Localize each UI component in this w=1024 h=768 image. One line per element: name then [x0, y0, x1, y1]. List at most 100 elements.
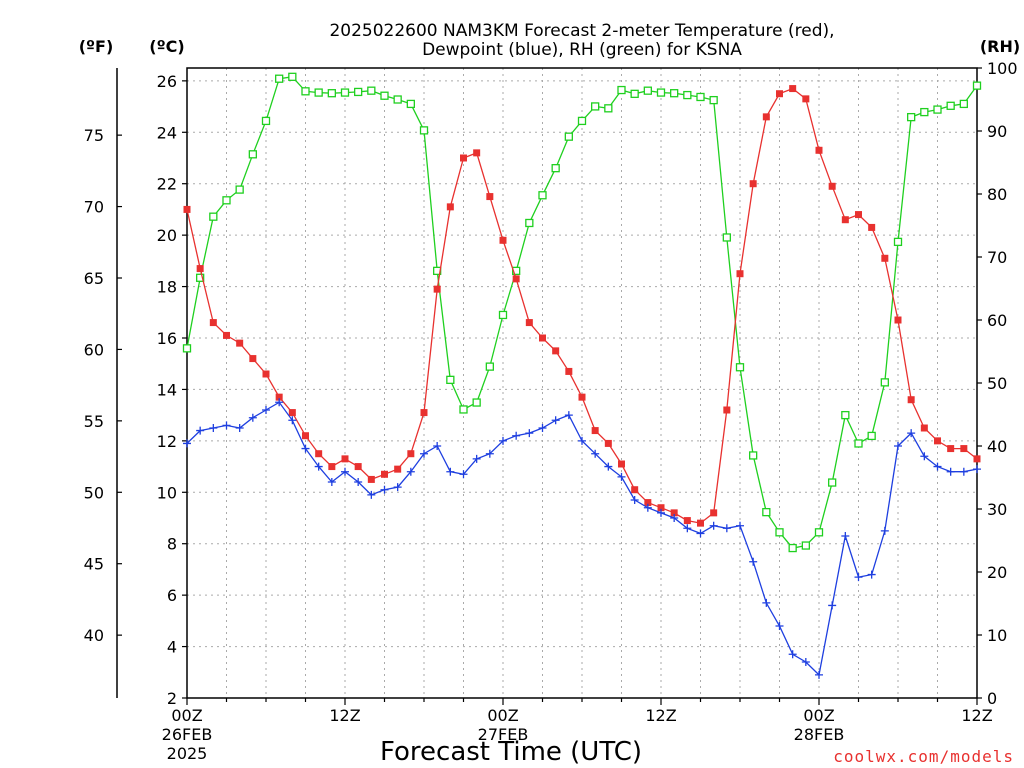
- rh-point: [933, 105, 942, 114]
- temperature-point: [302, 432, 309, 440]
- rh-tick-label: 50: [987, 374, 1007, 393]
- temperature-point: [710, 509, 718, 517]
- dewpoint-point: [643, 503, 652, 512]
- temperature-point: [591, 427, 599, 435]
- dewpoint-point: [880, 526, 889, 535]
- dewpoint-point: [196, 426, 205, 435]
- temperature-point: [960, 445, 968, 453]
- dewpoint-point: [828, 601, 837, 610]
- temperature-point: [394, 465, 402, 473]
- chart-title-line-1: 2025022600 NAM3KM Forecast 2-meter Tempe…: [329, 21, 834, 41]
- temperature-point: [723, 406, 731, 414]
- rh-point: [762, 507, 771, 517]
- temperature-point: [341, 455, 349, 463]
- dewpoint-point: [604, 462, 613, 471]
- dewpoint-point: [749, 557, 758, 566]
- fahrenheit-tick-label: 50: [84, 483, 104, 502]
- dewpoint-point: [894, 442, 902, 450]
- temperature-point: [367, 475, 375, 483]
- temperature-point: [789, 85, 797, 93]
- rh-point: [828, 478, 837, 487]
- rh-point: [775, 528, 784, 537]
- rh-point: [972, 81, 982, 90]
- dewpoint-point: [657, 508, 665, 517]
- temperature-point: [618, 460, 625, 468]
- temperature-point: [604, 439, 612, 447]
- dewpoint-point: [314, 462, 323, 471]
- rh-point: [696, 92, 705, 102]
- rh-point: [841, 410, 850, 420]
- rh-point: [591, 102, 600, 111]
- dewpoint-point: [815, 670, 823, 679]
- temperature-point: [644, 499, 652, 507]
- dewpoint-point: [512, 431, 521, 440]
- temperature-point: [209, 319, 217, 327]
- dewpoint-point: [591, 449, 600, 458]
- rh-tick-label: 30: [987, 500, 1007, 519]
- temperature-point: [196, 265, 204, 273]
- temperature-point: [525, 319, 533, 327]
- celsius-tick-label: 22: [157, 175, 177, 194]
- dewpoint-point: [907, 429, 916, 438]
- temperature-point: [275, 393, 283, 401]
- rh-point: [617, 85, 626, 95]
- rh-point: [340, 88, 350, 97]
- fahrenheit-tick-label: 45: [84, 555, 104, 574]
- rh-point: [643, 86, 652, 95]
- temperature-point: [855, 211, 862, 219]
- temperature-point: [407, 450, 415, 458]
- rh-point: [354, 87, 363, 97]
- rh-tick-label: 40: [987, 437, 1007, 456]
- rh-tick-label: 60: [987, 311, 1007, 330]
- rh-point: [485, 362, 494, 371]
- fahrenheit-tick-label: 60: [84, 340, 104, 359]
- dewpoint-point: [775, 622, 784, 630]
- dewpoint-point: [854, 573, 863, 582]
- dewpoint-point: [406, 467, 415, 476]
- rh-point: [788, 543, 797, 553]
- dewpoint-point: [578, 436, 586, 445]
- temperature-point: [381, 470, 388, 478]
- rh-point: [867, 431, 876, 441]
- temperature-point: [512, 275, 520, 283]
- dewpoint-point: [973, 465, 981, 474]
- temperature-point: [881, 254, 889, 262]
- rh-point: [275, 74, 284, 83]
- celsius-unit-label: (ºC): [149, 37, 184, 56]
- temperature-point: [802, 95, 810, 103]
- dewpoint-point: [670, 514, 679, 522]
- dewpoint-point: [446, 467, 455, 476]
- temperature-point: [446, 203, 454, 211]
- rh-point: [604, 104, 613, 113]
- time-tick-label: 27FEB: [478, 725, 529, 744]
- rh-point: [222, 196, 231, 205]
- dewpoint-point: [393, 483, 402, 492]
- rh-point: [656, 88, 666, 97]
- series-temperature: [183, 85, 981, 527]
- series-layer: [182, 72, 982, 679]
- celsius-tick-label: 12: [157, 432, 177, 451]
- rh-point: [709, 95, 718, 105]
- rh-point: [735, 363, 745, 372]
- fahrenheit-tick-label: 70: [84, 198, 104, 217]
- rh-point: [564, 132, 573, 141]
- rh-point: [893, 237, 903, 247]
- dewpoint-point: [801, 658, 810, 666]
- dewpoint-point: [722, 524, 731, 533]
- temperature-point: [354, 463, 362, 471]
- celsius-tick-label: 4: [167, 638, 177, 657]
- grid-lines: [187, 68, 977, 698]
- temperature-point: [815, 146, 823, 154]
- dewpoint-point: [551, 416, 560, 425]
- temperature-point: [894, 316, 902, 324]
- fahrenheit-unit-label: (ºF): [79, 37, 114, 56]
- dewpoint-point: [420, 449, 428, 458]
- temperature-point: [934, 437, 941, 445]
- rh-point: [538, 191, 547, 200]
- dewpoint-point: [499, 436, 507, 445]
- dewpoint-point: [841, 532, 850, 540]
- rh-point: [446, 375, 455, 385]
- dewpoint-point: [262, 406, 270, 414]
- dewpoint-point: [920, 452, 929, 461]
